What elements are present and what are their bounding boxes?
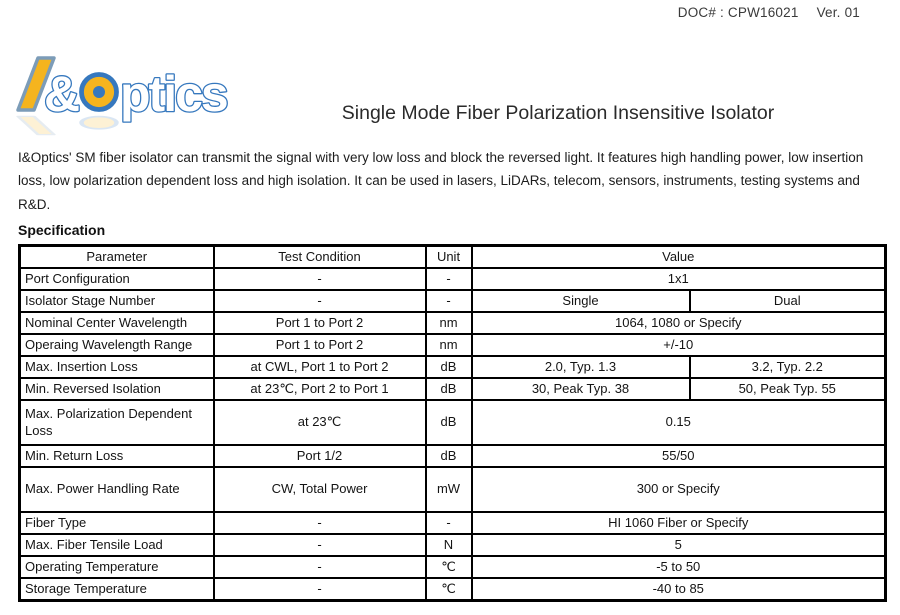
param-cell: Storage Temperature — [18, 577, 215, 602]
unit-cell: dB — [424, 377, 473, 401]
value-cell: 55/50 — [470, 444, 887, 468]
value-cell-dual: 50, Peak Typ. 55 — [688, 377, 887, 401]
doc-version-label: Ver. 01 — [816, 5, 860, 20]
table-row-isolator-stage-number: Isolator Stage Number - - Single Dual — [18, 289, 887, 313]
unit-cell: nm — [424, 333, 473, 357]
param-cell: Operating Temperature — [18, 555, 215, 579]
value-cell: HI 1060 Fiber or Specify — [470, 511, 887, 535]
unit-cell: mW — [424, 466, 473, 513]
table-row-operating-temperature: Operating Temperature - ℃ -5 to 50 — [18, 555, 887, 579]
logo-ptics-text: ptics — [120, 66, 227, 122]
company-logo: & ptics — [16, 54, 248, 136]
unit-cell: ℃ — [424, 555, 473, 579]
condition-cell: - — [212, 555, 427, 579]
unit-cell: N — [424, 533, 473, 557]
value-cell-single: Single — [470, 289, 691, 313]
param-cell: Port Configuration — [18, 267, 215, 291]
unit-cell: - — [424, 511, 473, 535]
logo-graphic: & ptics — [16, 56, 230, 136]
doc-number: DOC# : CPW16021 Ver. 01 — [678, 5, 860, 20]
param-cell: Min. Reversed Isolation — [18, 377, 215, 401]
unit-cell: - — [424, 267, 473, 291]
param-cell: Fiber Type — [18, 511, 215, 535]
condition-cell: - — [212, 577, 427, 602]
table-header-row: Parameter Test Condition Unit Value — [18, 244, 887, 269]
value-cell-dual: 3.2, Typ. 2.2 — [688, 355, 887, 379]
section-heading: Specification — [18, 222, 106, 238]
header-value: Value — [470, 244, 887, 269]
param-cell: Max. Power Handling Rate — [18, 466, 215, 513]
table-row-operating-wavelength-range: Operaing Wavelength Range Port 1 to Port… — [18, 333, 887, 357]
table-row-nominal-center-wavelength: Nominal Center Wavelength Port 1 to Port… — [18, 311, 887, 335]
param-cell: Isolator Stage Number — [18, 289, 215, 313]
table-row-max-polarization-dependent-loss: Max. Polarization Dependent Loss at 23℃ … — [18, 399, 887, 446]
unit-cell: ℃ — [424, 577, 473, 602]
value-cell: +/-10 — [470, 333, 887, 357]
value-cell-dual: Dual — [688, 289, 887, 313]
unit-cell: dB — [424, 399, 473, 446]
specification-table: Parameter Test Condition Unit Value Port… — [18, 244, 888, 602]
condition-cell: Port 1/2 — [212, 444, 427, 468]
condition-cell: - — [212, 289, 427, 313]
unit-cell: - — [424, 289, 473, 313]
header-test-condition: Test Condition — [212, 244, 427, 269]
value-cell: 0.15 — [470, 399, 887, 446]
table-row-max-power-handling-rate: Max. Power Handling Rate CW, Total Power… — [18, 466, 887, 513]
condition-cell: CW, Total Power — [212, 466, 427, 513]
condition-cell: Port 1 to Port 2 — [212, 333, 427, 357]
table-row-fiber-type: Fiber Type - - HI 1060 Fiber or Specify — [18, 511, 887, 535]
condition-cell: at 23℃ — [212, 399, 427, 446]
param-cell: Max. Fiber Tensile Load — [18, 533, 215, 557]
condition-cell: at CWL, Port 1 to Port 2 — [212, 355, 427, 379]
unit-cell: dB — [424, 444, 473, 468]
table-row-max-insertion-loss: Max. Insertion Loss at CWL, Port 1 to Po… — [18, 355, 887, 379]
param-cell: Operaing Wavelength Range — [18, 333, 215, 357]
value-cell-single: 2.0, Typ. 1.3 — [470, 355, 691, 379]
condition-cell: - — [212, 533, 427, 557]
page-title: Single Mode Fiber Polarization Insensiti… — [341, 102, 775, 124]
header-parameter: Parameter — [18, 244, 215, 269]
logo-i-slash-icon — [16, 56, 56, 112]
condition-cell: - — [212, 267, 427, 291]
param-cell: Max. Insertion Loss — [18, 355, 215, 379]
table-row-min-reversed-isolation: Min. Reversed Isolation at 23℃, Port 2 t… — [18, 377, 887, 401]
condition-cell: - — [212, 511, 427, 535]
value-cell-single: 30, Peak Typ. 38 — [470, 377, 691, 401]
value-cell: -40 to 85 — [470, 577, 887, 602]
param-cell: Max. Polarization Dependent Loss — [18, 399, 215, 446]
product-description: I&Optics' SM fiber isolator can transmit… — [18, 150, 864, 212]
unit-cell: nm — [424, 311, 473, 335]
value-cell: -5 to 50 — [470, 555, 887, 579]
table-row-storage-temperature: Storage Temperature - ℃ -40 to 85 — [18, 577, 887, 602]
value-cell: 1x1 — [470, 267, 887, 291]
value-cell: 300 or Specify — [470, 466, 887, 513]
doc-number-label: DOC# : CPW16021 — [677, 5, 799, 20]
table-row-min-return-loss: Min. Return Loss Port 1/2 dB 55/50 — [18, 444, 887, 468]
unit-cell: dB — [424, 355, 473, 379]
table-row-max-fiber-tensile-load: Max. Fiber Tensile Load - N 5 — [18, 533, 887, 557]
param-cell: Min. Return Loss — [18, 444, 215, 468]
condition-cell: at 23℃, Port 2 to Port 1 — [212, 377, 427, 401]
condition-cell: Port 1 to Port 2 — [212, 311, 427, 335]
header-unit: Unit — [424, 244, 473, 269]
value-cell: 5 — [470, 533, 887, 557]
table-row-port-configuration: Port Configuration - - 1x1 — [18, 267, 887, 291]
logo-ampersand: & — [44, 66, 80, 122]
value-cell: 1064, 1080 or Specify — [470, 311, 887, 335]
logo-reflection — [16, 115, 119, 136]
logo-o-center-dot-icon — [93, 86, 105, 98]
param-cell: Nominal Center Wavelength — [18, 311, 215, 335]
